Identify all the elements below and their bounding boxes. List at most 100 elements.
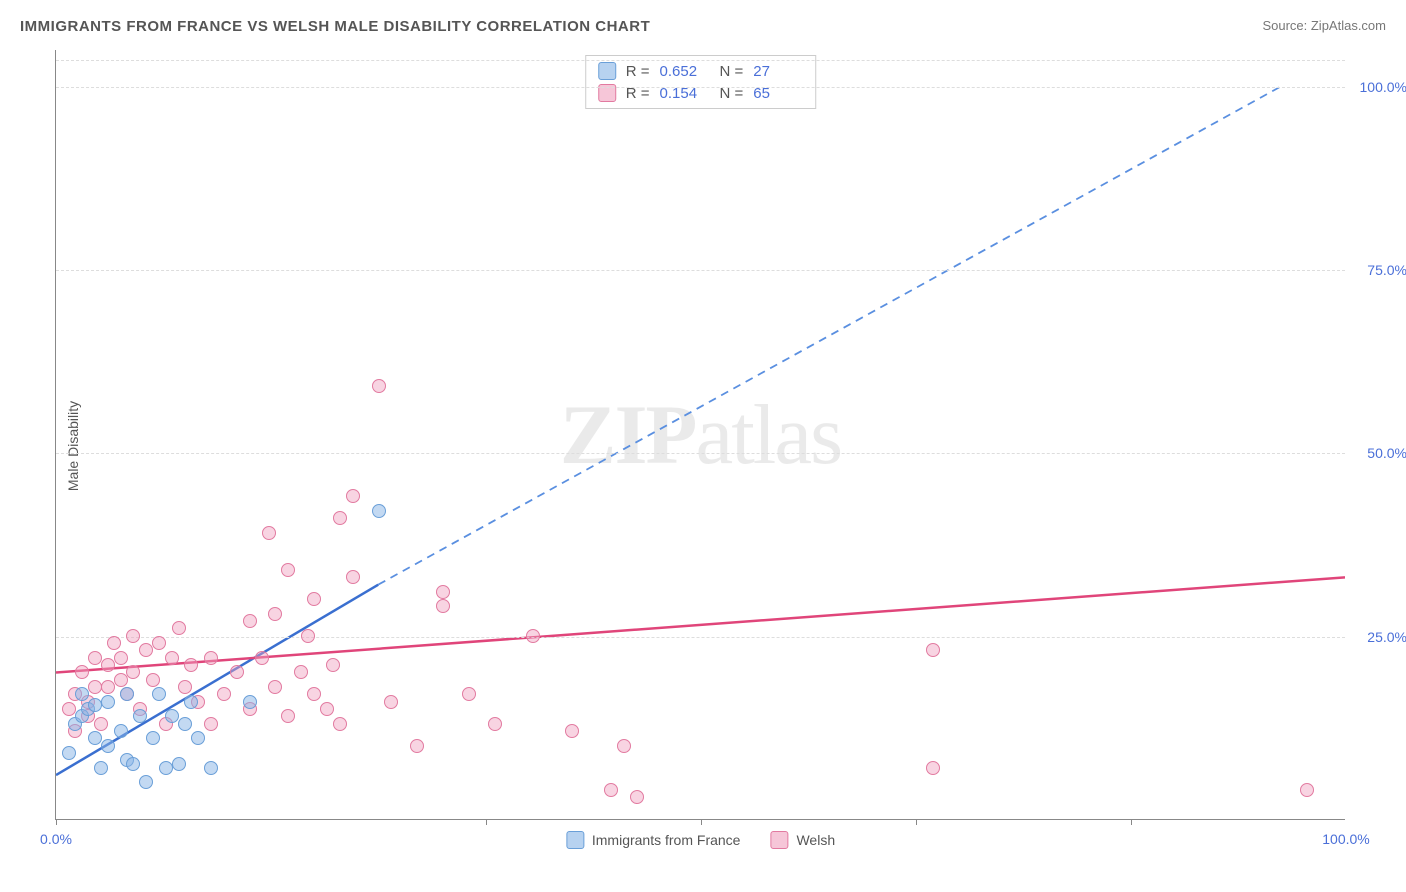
swatch-blue-icon [598,62,616,80]
data-point [191,731,205,745]
data-point [126,665,140,679]
data-point [436,599,450,613]
data-point [488,717,502,731]
data-point [178,680,192,694]
data-point [88,680,102,694]
series-legend: Immigrants from France Welsh [566,831,835,849]
data-point [1300,783,1314,797]
data-point [307,592,321,606]
data-point [88,698,102,712]
x-tick-label: 100.0% [1322,831,1369,847]
data-point [101,739,115,753]
data-point [617,739,631,753]
data-point [262,526,276,540]
data-point [146,731,160,745]
source-attribution: Source: ZipAtlas.com [1262,18,1386,33]
chart-title: IMMIGRANTS FROM FRANCE VS WELSH MALE DIS… [20,18,650,35]
legend-label-blue: Immigrants from France [592,832,741,848]
data-point [152,687,166,701]
data-point [88,651,102,665]
data-point [604,783,618,797]
x-tick [916,819,917,825]
data-point [372,504,386,518]
data-point [333,717,347,731]
data-point [101,658,115,672]
data-point [462,687,476,701]
data-point [178,717,192,731]
data-point [62,702,76,716]
gridline [56,60,1345,61]
data-point [630,790,644,804]
data-point [184,695,198,709]
data-point [165,651,179,665]
data-point [333,511,347,525]
data-point [133,709,147,723]
data-point [75,665,89,679]
data-point [565,724,579,738]
x-tick [56,819,57,825]
data-point [172,757,186,771]
data-point [372,379,386,393]
data-point [152,636,166,650]
data-point [346,489,360,503]
data-point [139,643,153,657]
x-tick [1131,819,1132,825]
swatch-blue-icon [566,831,584,849]
r-value-blue: 0.652 [660,63,710,80]
data-point [126,629,140,643]
data-point [101,695,115,709]
legend-item-blue: Immigrants from France [566,831,741,849]
data-point [307,687,321,701]
n-value-blue: 27 [753,63,803,80]
data-point [294,665,308,679]
data-point [107,636,121,650]
data-point [436,585,450,599]
x-tick [701,819,702,825]
gridline [56,453,1345,454]
watermark: ZIPatlas [560,386,841,484]
data-point [204,761,218,775]
data-point [410,739,424,753]
x-tick [486,819,487,825]
data-point [526,629,540,643]
data-point [326,658,340,672]
gridline [56,87,1345,88]
data-point [146,673,160,687]
legend-item-pink: Welsh [770,831,835,849]
data-point [243,695,257,709]
correlation-legend: R = 0.652 N = 27 R = 0.154 N = 65 [585,55,817,109]
data-point [94,761,108,775]
data-point [139,775,153,789]
y-tick-label: 25.0% [1367,629,1406,645]
data-point [217,687,231,701]
data-point [94,717,108,731]
data-point [255,651,269,665]
data-point [88,731,102,745]
data-point [204,651,218,665]
data-point [126,757,140,771]
data-point [120,687,134,701]
data-point [75,687,89,701]
data-point [230,665,244,679]
data-point [114,651,128,665]
data-point [172,621,186,635]
data-point [320,702,334,716]
x-tick-label: 0.0% [40,831,72,847]
data-point [268,607,282,621]
data-point [159,761,173,775]
data-point [926,643,940,657]
data-point [281,563,295,577]
r-label: R = [626,63,650,80]
y-tick-label: 50.0% [1367,445,1406,461]
y-tick-label: 100.0% [1360,79,1406,95]
data-point [243,614,257,628]
legend-row-pink: R = 0.154 N = 65 [598,82,804,104]
legend-label-pink: Welsh [796,832,835,848]
swatch-pink-icon [770,831,788,849]
data-point [926,761,940,775]
data-point [101,680,115,694]
data-point [301,629,315,643]
data-point [384,695,398,709]
data-point [114,724,128,738]
data-point [204,717,218,731]
